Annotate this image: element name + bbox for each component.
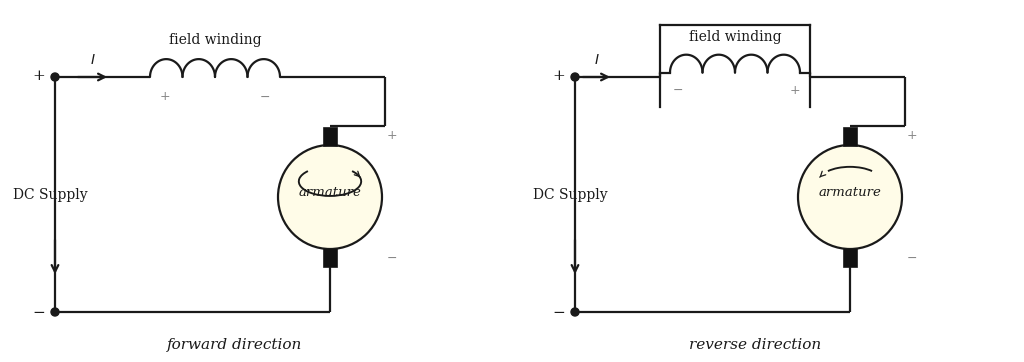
Text: DC Supply: DC Supply bbox=[13, 188, 88, 202]
Text: reverse direction: reverse direction bbox=[689, 338, 821, 352]
Bar bbox=[843, 248, 857, 267]
Text: +: + bbox=[790, 84, 801, 97]
Bar bbox=[323, 127, 337, 146]
Text: −: − bbox=[673, 84, 683, 97]
Text: DC Supply: DC Supply bbox=[534, 188, 607, 202]
Text: $I$: $I$ bbox=[90, 53, 96, 67]
Text: armature: armature bbox=[299, 186, 361, 199]
Text: +: + bbox=[32, 69, 45, 83]
Text: −: − bbox=[907, 252, 918, 265]
Text: +: + bbox=[160, 90, 170, 104]
Text: −: − bbox=[260, 90, 270, 104]
Text: +: + bbox=[387, 129, 397, 142]
Circle shape bbox=[51, 308, 59, 316]
Text: forward direction: forward direction bbox=[167, 338, 303, 352]
Text: field winding: field winding bbox=[169, 33, 261, 47]
Circle shape bbox=[278, 145, 382, 249]
Text: field winding: field winding bbox=[689, 30, 781, 44]
Circle shape bbox=[798, 145, 902, 249]
Text: armature: armature bbox=[818, 186, 882, 199]
Text: +: + bbox=[552, 69, 565, 83]
Text: −: − bbox=[552, 306, 565, 320]
Text: −: − bbox=[32, 306, 45, 320]
Circle shape bbox=[51, 73, 59, 81]
Text: $I$: $I$ bbox=[594, 53, 600, 67]
Text: +: + bbox=[907, 129, 918, 142]
Text: −: − bbox=[387, 252, 397, 265]
Bar bbox=[323, 248, 337, 267]
Bar bbox=[843, 127, 857, 146]
Circle shape bbox=[571, 73, 579, 81]
Circle shape bbox=[571, 308, 579, 316]
